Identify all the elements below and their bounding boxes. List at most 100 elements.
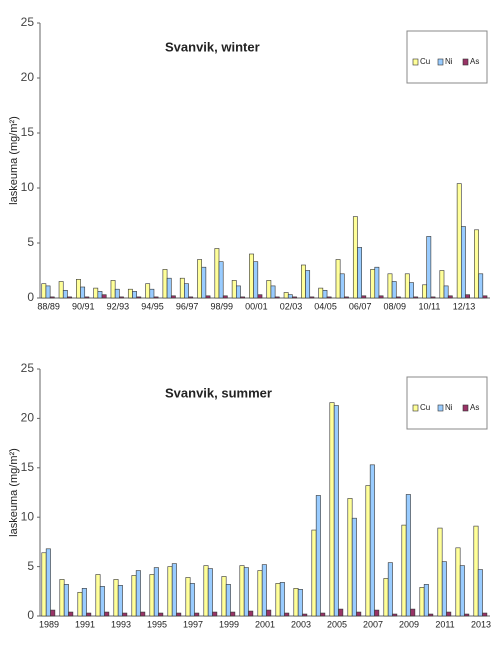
bar bbox=[474, 229, 479, 299]
bar bbox=[275, 583, 281, 617]
x-tick-label: 2013 bbox=[471, 619, 491, 629]
bar bbox=[322, 289, 328, 299]
bar bbox=[270, 285, 276, 299]
x-tick-label: 94/95 bbox=[141, 301, 164, 311]
legend-box bbox=[406, 376, 488, 430]
bar bbox=[374, 609, 380, 617]
x-tick-label: 2005 bbox=[327, 619, 347, 629]
bar bbox=[171, 563, 177, 617]
bar bbox=[302, 613, 308, 617]
bar bbox=[176, 612, 182, 617]
y-tick-label: 10 bbox=[21, 180, 35, 194]
y-tick-label: 25 bbox=[21, 361, 35, 375]
legend-box bbox=[406, 30, 488, 84]
bar bbox=[446, 611, 452, 617]
x-tick-label: 1993 bbox=[111, 619, 131, 629]
y-tick-label: 15 bbox=[21, 125, 35, 139]
bar bbox=[41, 283, 47, 299]
bar bbox=[461, 226, 466, 299]
bar bbox=[243, 567, 249, 617]
bar bbox=[136, 296, 142, 299]
bar bbox=[439, 270, 445, 299]
y-tick-label: 5 bbox=[27, 235, 34, 249]
bar bbox=[305, 270, 311, 299]
bar bbox=[81, 588, 87, 617]
bar bbox=[86, 612, 92, 617]
y-tick-label: 25 bbox=[21, 15, 35, 29]
bar bbox=[391, 281, 397, 299]
bar bbox=[422, 284, 427, 299]
bar bbox=[185, 577, 191, 617]
bar bbox=[50, 609, 56, 617]
bar bbox=[205, 295, 211, 299]
bar bbox=[214, 248, 220, 299]
x-tick-label: 12/13 bbox=[453, 301, 476, 311]
bar bbox=[162, 269, 168, 299]
bar bbox=[383, 578, 389, 617]
chart: 0 5 10 15 20 25 laskeuma (mg/m²) Svanvik, winte… bbox=[8, 15, 490, 311]
bar bbox=[59, 579, 65, 617]
bar bbox=[101, 294, 107, 299]
bar bbox=[45, 285, 51, 299]
bar bbox=[218, 261, 224, 299]
chart-title: Svanvik, summer bbox=[165, 385, 272, 400]
bar bbox=[110, 280, 116, 299]
x-tick-label: 00/01 bbox=[245, 301, 268, 311]
bar bbox=[222, 295, 228, 299]
bar bbox=[197, 259, 202, 299]
bar bbox=[68, 611, 74, 617]
y-tick-label: 0 bbox=[27, 608, 34, 622]
bar bbox=[401, 524, 407, 617]
bar bbox=[117, 585, 123, 617]
bar bbox=[283, 292, 289, 299]
bar bbox=[351, 517, 357, 617]
bar bbox=[84, 296, 90, 299]
bar bbox=[167, 566, 173, 617]
legend-label: As bbox=[470, 57, 479, 66]
bar bbox=[326, 296, 332, 299]
bar bbox=[62, 289, 68, 299]
bar bbox=[114, 288, 120, 299]
bar bbox=[149, 288, 155, 299]
bar bbox=[284, 612, 290, 617]
bar bbox=[459, 565, 465, 617]
bar bbox=[423, 584, 429, 617]
bar bbox=[45, 548, 51, 617]
bar bbox=[338, 608, 344, 617]
bar bbox=[455, 547, 461, 617]
bar bbox=[257, 294, 263, 299]
bar bbox=[194, 612, 200, 617]
x-tick-label: 90/91 bbox=[72, 301, 95, 311]
bar bbox=[240, 296, 246, 299]
bar bbox=[477, 569, 483, 617]
bar bbox=[409, 282, 414, 299]
bar bbox=[478, 273, 484, 299]
bar bbox=[443, 285, 449, 299]
chart-title: Svanvik, winter bbox=[165, 39, 260, 54]
y-tick-label: 15 bbox=[21, 460, 35, 474]
bar bbox=[392, 613, 398, 617]
x-tick-label: 2011 bbox=[435, 619, 454, 629]
bar bbox=[357, 247, 362, 299]
y-tick-label: 20 bbox=[21, 411, 35, 425]
bar bbox=[212, 611, 218, 617]
bar bbox=[253, 261, 259, 299]
bar bbox=[127, 288, 133, 299]
bar bbox=[230, 611, 236, 617]
bar bbox=[207, 568, 213, 617]
bar bbox=[99, 586, 105, 617]
bar bbox=[145, 283, 151, 299]
bar bbox=[297, 589, 303, 617]
bar bbox=[140, 611, 146, 617]
x-tick-label: 88/89 bbox=[37, 301, 60, 311]
bar bbox=[41, 552, 47, 617]
legend-swatch bbox=[412, 58, 419, 66]
legend-label: Ni bbox=[445, 403, 453, 412]
bar bbox=[464, 613, 470, 617]
bar bbox=[356, 611, 362, 617]
y-tick-label: 5 bbox=[27, 559, 34, 573]
bar bbox=[329, 402, 335, 617]
bar bbox=[413, 296, 419, 299]
x-tick-label: 2007 bbox=[363, 619, 383, 629]
